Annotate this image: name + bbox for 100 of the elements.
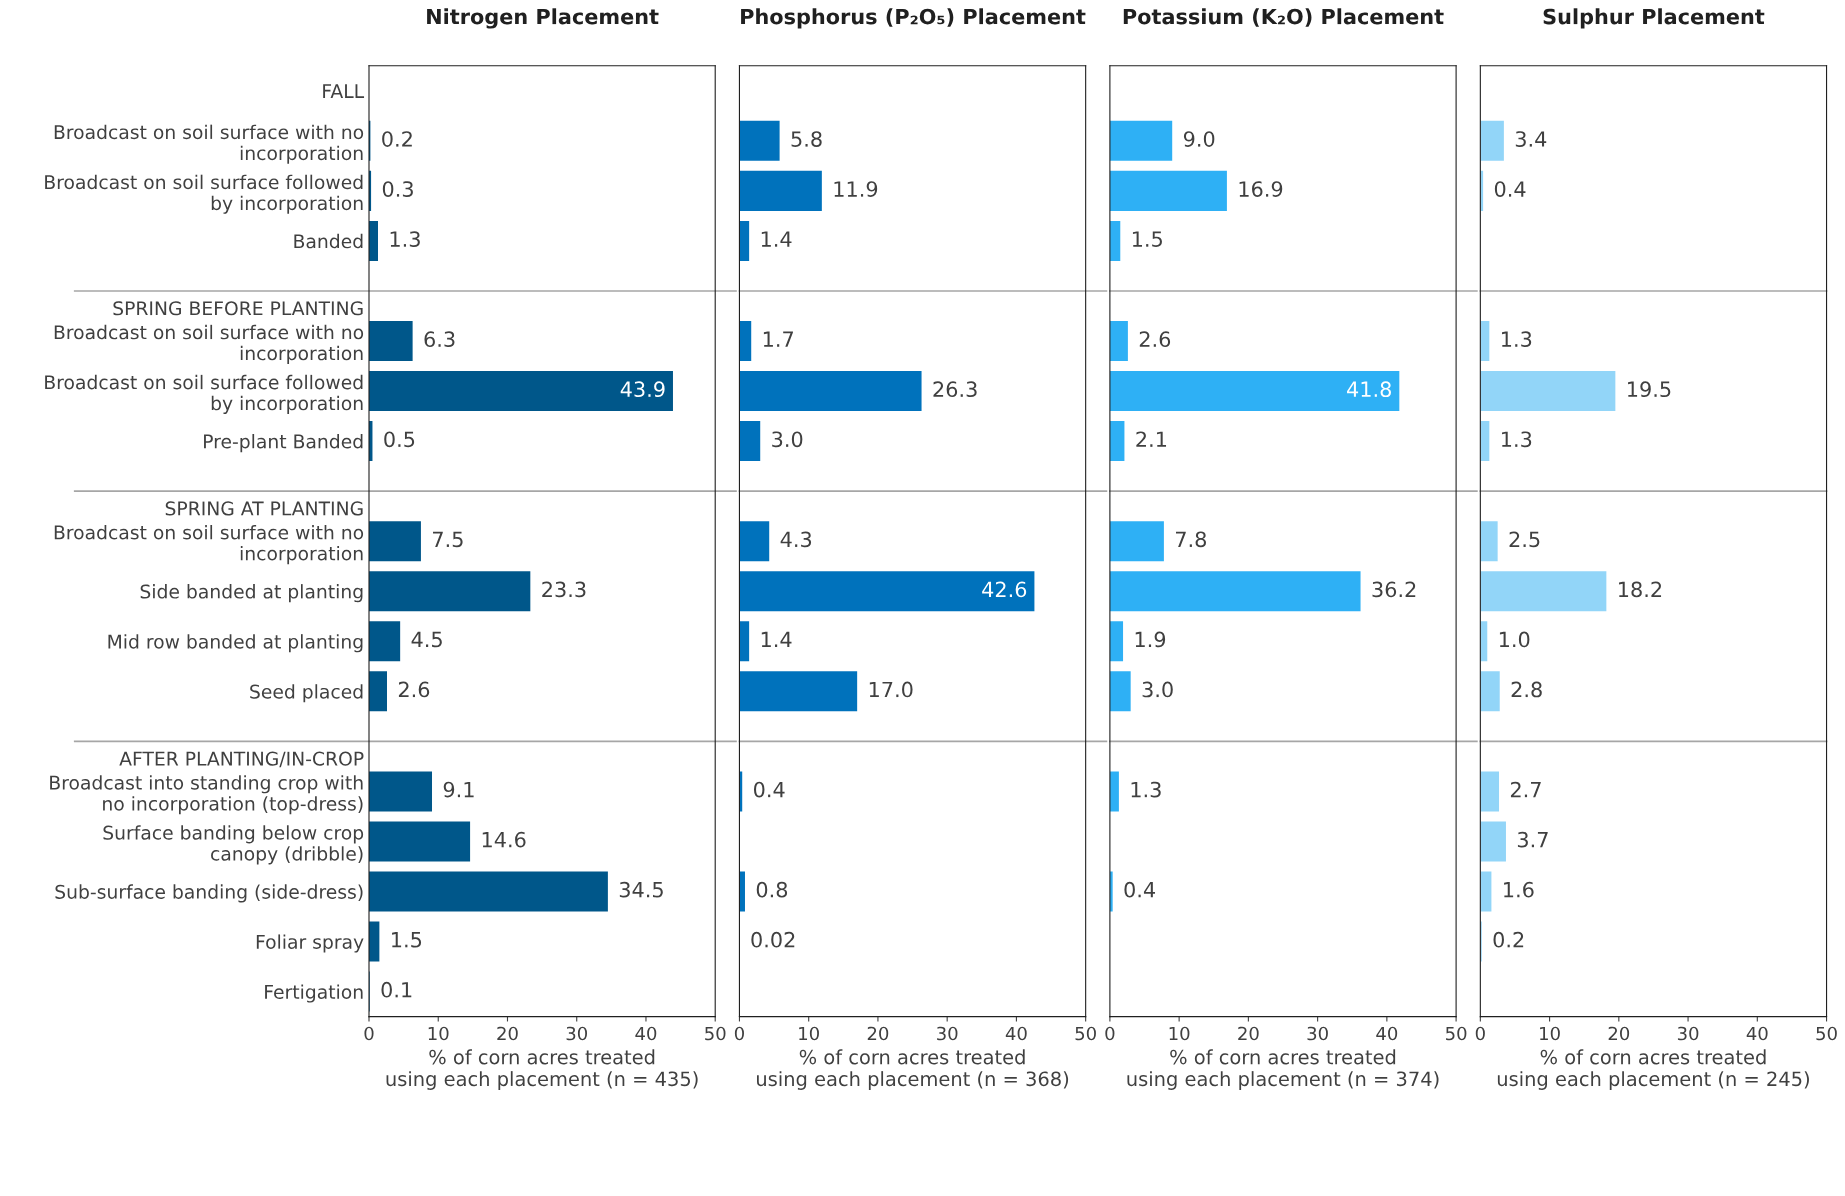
x-tick-label: 0 bbox=[364, 1026, 374, 1041]
data-label: 0.02 bbox=[751, 931, 795, 948]
data-label: 0.4 bbox=[1494, 181, 1526, 197]
data-label: 2.1 bbox=[1136, 431, 1167, 447]
data-label: 3.7 bbox=[1517, 831, 1548, 848]
x-tick-label: 20 bbox=[1238, 1026, 1259, 1041]
x-tick-label: 50 bbox=[1816, 1026, 1837, 1041]
data-label: 3.0 bbox=[1142, 681, 1173, 698]
data-label: 0.5 bbox=[384, 431, 415, 448]
y-tick-label: Broadcast on soil surface followed by incorporation bbox=[45, 174, 363, 214]
y-tick-label: Banded bbox=[294, 233, 363, 249]
x-tick-label: 0 bbox=[1475, 1026, 1485, 1041]
data-label: 2.6 bbox=[1139, 331, 1171, 348]
x-tick-label: 40 bbox=[635, 1026, 657, 1041]
chart-title: Phosphorus (P₂O₅) Placement bbox=[741, 8, 1086, 29]
y-tick-label: Broadcast on soil surface with no incorporation bbox=[54, 324, 364, 364]
data-label: 26.3 bbox=[933, 381, 977, 398]
x-tick-label: 30 bbox=[1677, 1026, 1699, 1041]
data-label: 1.5 bbox=[1132, 231, 1162, 247]
data-label: 1.3 bbox=[1502, 331, 1532, 348]
data-label: 1.3 bbox=[390, 231, 420, 247]
data-label: 41.8 bbox=[1347, 381, 1391, 398]
x-tick-label: 10 bbox=[1540, 1026, 1560, 1041]
x-axis-title: % of corn acres treated using each placement (n = 435) bbox=[386, 1049, 698, 1090]
x-tick-label: 40 bbox=[1005, 1026, 1027, 1041]
data-label: 23.3 bbox=[542, 581, 586, 598]
x-tick-label: 20 bbox=[867, 1026, 889, 1041]
data-label: 4.5 bbox=[411, 631, 442, 648]
y-tick-label: Mid row banded at planting bbox=[108, 634, 363, 653]
y-tick-label: Sub-surface banding (side-dress) bbox=[55, 884, 363, 903]
chart-title: Nitrogen Placement bbox=[427, 8, 659, 29]
data-label: 9.0 bbox=[1183, 131, 1215, 147]
data-label: 2.8 bbox=[1511, 681, 1542, 698]
data-label: 3.4 bbox=[1515, 131, 1547, 147]
y-tick-label: Foliar spray bbox=[256, 934, 364, 953]
data-label: 43.9 bbox=[620, 381, 665, 398]
y-tick-label: Broadcast on soil surface followed by incorporation bbox=[45, 374, 363, 415]
data-label: 42.6 bbox=[982, 581, 1027, 598]
data-label: 1.4 bbox=[761, 631, 792, 648]
chart-title: Potassium (K₂O) Placement bbox=[1123, 8, 1444, 27]
data-label: 7.8 bbox=[1176, 531, 1206, 548]
data-label: 2.5 bbox=[1509, 531, 1540, 548]
x-axis-title: % of corn acres treated using each placement (n = 368) bbox=[757, 1049, 1069, 1090]
x-tick-label: 0 bbox=[1105, 1026, 1115, 1041]
data-label: 1.7 bbox=[763, 331, 793, 347]
x-tick-label: 20 bbox=[1608, 1026, 1630, 1041]
data-label: 11.9 bbox=[834, 181, 878, 197]
data-label: 1.0 bbox=[1499, 631, 1530, 648]
data-label: 7.5 bbox=[433, 531, 463, 548]
x-tick-label: 50 bbox=[705, 1026, 726, 1041]
y-tick-label: Broadcast on soil surface with no incorporation bbox=[54, 124, 364, 164]
data-label: 14.6 bbox=[482, 831, 526, 848]
x-tick-label: 30 bbox=[937, 1026, 958, 1041]
data-label: 18.2 bbox=[1619, 581, 1662, 598]
data-label: 0.8 bbox=[756, 881, 788, 898]
data-label: 1.3 bbox=[1131, 781, 1161, 798]
x-tick-label: 30 bbox=[1307, 1026, 1328, 1041]
data-label: 0.4 bbox=[1124, 881, 1156, 898]
data-label: 5.8 bbox=[791, 131, 822, 147]
y-tick-label: AFTER PLANTING/IN-CROP bbox=[119, 751, 364, 768]
data-label: 1.9 bbox=[1135, 631, 1166, 648]
data-label: 17.0 bbox=[869, 681, 913, 698]
x-tick-label: 40 bbox=[1746, 1026, 1768, 1041]
y-tick-label: Broadcast into standing crop with no incorporation (top-dress) bbox=[50, 775, 363, 815]
data-label: 19.5 bbox=[1628, 381, 1671, 398]
data-label: 1.6 bbox=[1504, 881, 1534, 898]
x-tick-label: 10 bbox=[428, 1026, 449, 1041]
data-label: 1.3 bbox=[1502, 431, 1532, 448]
y-tick-label: SPRING AT PLANTING bbox=[165, 501, 363, 516]
data-label: 4.3 bbox=[780, 531, 812, 548]
x-tick-label: 50 bbox=[1075, 1026, 1096, 1041]
data-label: 1.4 bbox=[761, 231, 792, 247]
x-axis-title: % of corn acres treated using each placement (n = 245) bbox=[1497, 1049, 1809, 1090]
x-tick-label: 30 bbox=[566, 1026, 588, 1041]
x-tick-label: 10 bbox=[1169, 1026, 1190, 1041]
y-tick-label: Fertigation bbox=[265, 984, 363, 1003]
x-tick-label: 20 bbox=[497, 1026, 518, 1041]
data-label: 16.9 bbox=[1239, 181, 1283, 197]
y-tick-label: Broadcast on soil surface with no incorporation bbox=[54, 524, 364, 565]
data-label: 2.7 bbox=[1510, 781, 1541, 798]
x-tick-label: 40 bbox=[1376, 1026, 1398, 1041]
x-tick-label: 50 bbox=[1446, 1026, 1467, 1041]
chart-title: Sulphur Placement bbox=[1543, 8, 1765, 29]
y-tick-label: Surface banding below crop canopy (dribble) bbox=[103, 825, 364, 865]
data-label: 0.4 bbox=[753, 781, 785, 798]
data-label: 6.3 bbox=[424, 331, 455, 348]
data-label: 0.1 bbox=[381, 981, 412, 998]
data-label: 0.3 bbox=[382, 181, 413, 197]
data-label: 3.0 bbox=[772, 431, 803, 448]
x-axis-title: % of corn acres treated using each placement (n = 374) bbox=[1127, 1049, 1439, 1090]
y-tick-label: Pre-plant Banded bbox=[204, 433, 363, 453]
y-tick-label: Side banded at planting bbox=[140, 584, 363, 603]
data-label: 9.1 bbox=[443, 781, 474, 798]
data-label: 34.5 bbox=[619, 881, 663, 898]
data-label: 36.2 bbox=[1372, 581, 1416, 598]
x-tick-label: 10 bbox=[799, 1026, 819, 1041]
y-tick-label: Seed placed bbox=[250, 684, 363, 703]
y-tick-label: FALL bbox=[323, 84, 365, 98]
y-tick-label: SPRING BEFORE PLANTING bbox=[113, 301, 363, 316]
data-label: 2.6 bbox=[398, 681, 430, 698]
